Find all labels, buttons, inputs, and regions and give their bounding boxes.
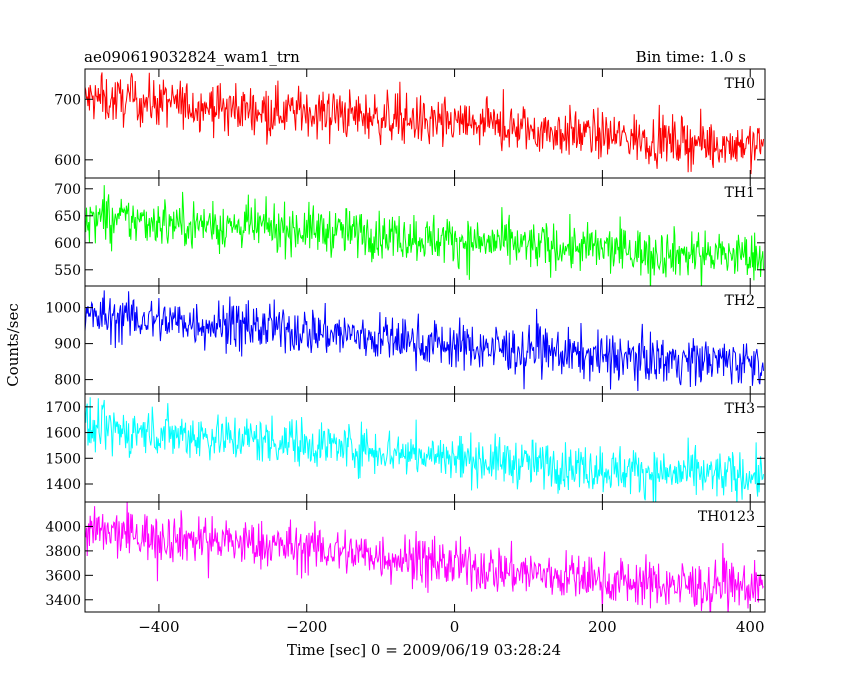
series-line-th0 (85, 72, 765, 175)
series-line-th1 (85, 185, 765, 286)
y-tick-label: 800 (54, 373, 81, 389)
x-tick-label: 200 (588, 618, 617, 636)
x-tick-label: 0 (450, 618, 460, 636)
x-tick-label: −400 (138, 618, 179, 636)
x-tick-label: 400 (736, 618, 765, 636)
bin-time-label: Bin time: 1.0 s (636, 48, 746, 66)
x-tick-label: −200 (286, 618, 327, 636)
y-axis-label: Counts/sec (4, 303, 22, 387)
y-tick-label: 650 (54, 209, 81, 225)
x-axis-label: Time [sec] 0 = 2009/06/19 03:28:24 (287, 641, 561, 659)
y-tick-label: 1000 (45, 301, 81, 317)
y-tick-label: 4000 (45, 519, 81, 535)
chart-title: ae090619032824_wam1_trn (84, 48, 300, 66)
y-tick-label: 3800 (45, 544, 81, 560)
y-tick-label: 1700 (45, 400, 81, 416)
y-tick-label: 900 (54, 337, 81, 353)
series-line-th2 (85, 290, 765, 391)
panel-th0: 600 700 TH0 (54, 68, 766, 179)
y-tick-label: 3400 (45, 593, 81, 609)
panel-th1: 550 600 650 700 TH1 (54, 177, 766, 287)
y-tick-label: 700 (54, 92, 81, 108)
series-line-th0123 (85, 502, 764, 612)
y-tick-label: 1500 (45, 451, 81, 467)
y-tick-label: 600 (54, 153, 81, 169)
y-tick-label: 3600 (45, 568, 81, 584)
panel-label-th2: TH2 (725, 293, 755, 309)
panel-th0123: 3400 3600 3800 4000 TH0123 (45, 501, 766, 613)
panels-group: 600 700 TH0 550 600 650 700 TH1 800 900 1000 TH2 140… (45, 68, 766, 636)
panel-th2: 800 900 1000 TH2 (45, 285, 766, 395)
panel-frame (84, 501, 766, 613)
panel-label-th3: TH3 (725, 401, 755, 417)
panel-th3: 1400 1500 1600 1700 TH3 (45, 393, 766, 503)
y-tick-label: 550 (54, 263, 81, 279)
panel-label-th0123: TH0123 (698, 509, 755, 525)
series-line-th3 (85, 397, 765, 502)
y-tick-label: 1400 (45, 477, 81, 493)
y-tick-label: 600 (54, 236, 81, 252)
panel-label-th1: TH1 (725, 185, 755, 201)
y-tick-label: 1600 (45, 426, 81, 442)
y-tick-label: 700 (54, 182, 81, 198)
panel-label-th0: TH0 (725, 76, 755, 92)
